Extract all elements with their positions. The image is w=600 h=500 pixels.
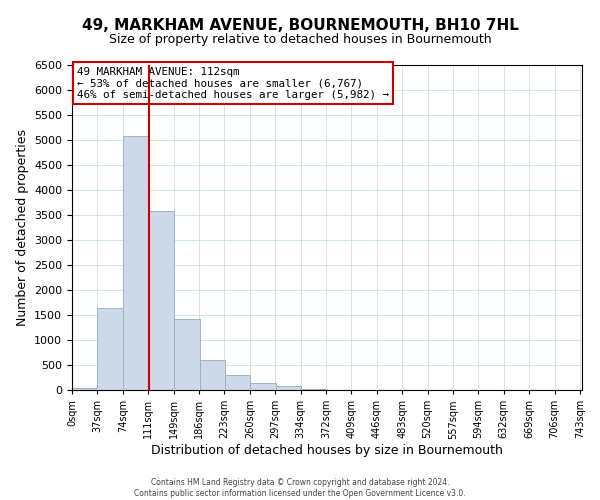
X-axis label: Distribution of detached houses by size in Bournemouth: Distribution of detached houses by size …	[151, 444, 503, 457]
Bar	[97, 308, 123, 390]
Text: 49, MARKHAM AVENUE, BOURNEMOUTH, BH10 7HL: 49, MARKHAM AVENUE, BOURNEMOUTH, BH10 7H…	[82, 18, 518, 32]
Text: Size of property relative to detached houses in Bournemouth: Size of property relative to detached ho…	[109, 32, 491, 46]
Bar	[301, 388, 326, 390]
Bar	[148, 210, 173, 390]
Y-axis label: Number of detached properties: Number of detached properties	[16, 129, 29, 326]
Bar	[72, 388, 97, 390]
Bar	[174, 318, 200, 390]
Bar	[276, 386, 301, 390]
Text: 49 MARKHAM AVENUE: 112sqm
← 53% of detached houses are smaller (6,767)
46% of se: 49 MARKHAM AVENUE: 112sqm ← 53% of detac…	[77, 66, 389, 100]
Text: Contains HM Land Registry data © Crown copyright and database right 2024.
Contai: Contains HM Land Registry data © Crown c…	[134, 478, 466, 498]
Bar	[200, 360, 225, 390]
Bar	[225, 375, 250, 390]
Bar	[250, 383, 276, 390]
Bar	[123, 136, 148, 390]
